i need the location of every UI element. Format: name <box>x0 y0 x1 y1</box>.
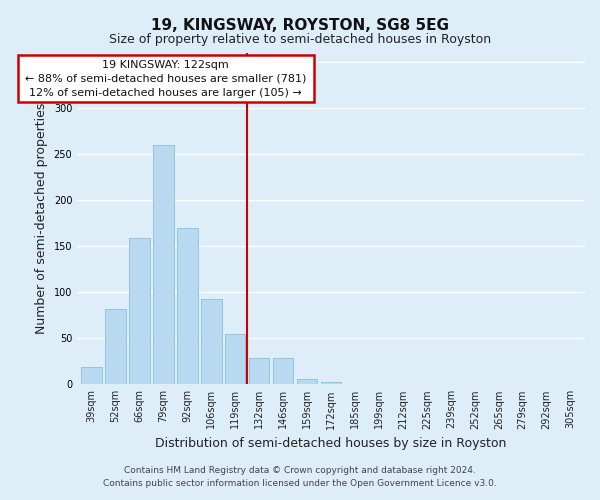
Text: 19 KINGSWAY: 122sqm  
← 88% of semi-detached houses are smaller (781)
  12% of s: 19 KINGSWAY: 122sqm ← 88% of semi-detach… <box>22 60 309 98</box>
Bar <box>82 367 102 384</box>
Bar <box>321 382 341 384</box>
Bar <box>201 298 221 384</box>
Text: Contains HM Land Registry data © Crown copyright and database right 2024.
Contai: Contains HM Land Registry data © Crown c… <box>103 466 497 487</box>
Bar <box>297 379 317 384</box>
Text: 19, KINGSWAY, ROYSTON, SG8 5EG: 19, KINGSWAY, ROYSTON, SG8 5EG <box>151 18 449 32</box>
X-axis label: Distribution of semi-detached houses by size in Royston: Distribution of semi-detached houses by … <box>155 437 507 450</box>
Bar <box>153 144 173 384</box>
Bar <box>249 358 269 384</box>
Bar <box>273 358 293 384</box>
Bar <box>177 228 197 384</box>
Bar <box>106 308 126 384</box>
Bar <box>225 334 245 384</box>
Text: Size of property relative to semi-detached houses in Royston: Size of property relative to semi-detach… <box>109 32 491 46</box>
Y-axis label: Number of semi-detached properties: Number of semi-detached properties <box>35 102 48 334</box>
Bar <box>130 238 149 384</box>
